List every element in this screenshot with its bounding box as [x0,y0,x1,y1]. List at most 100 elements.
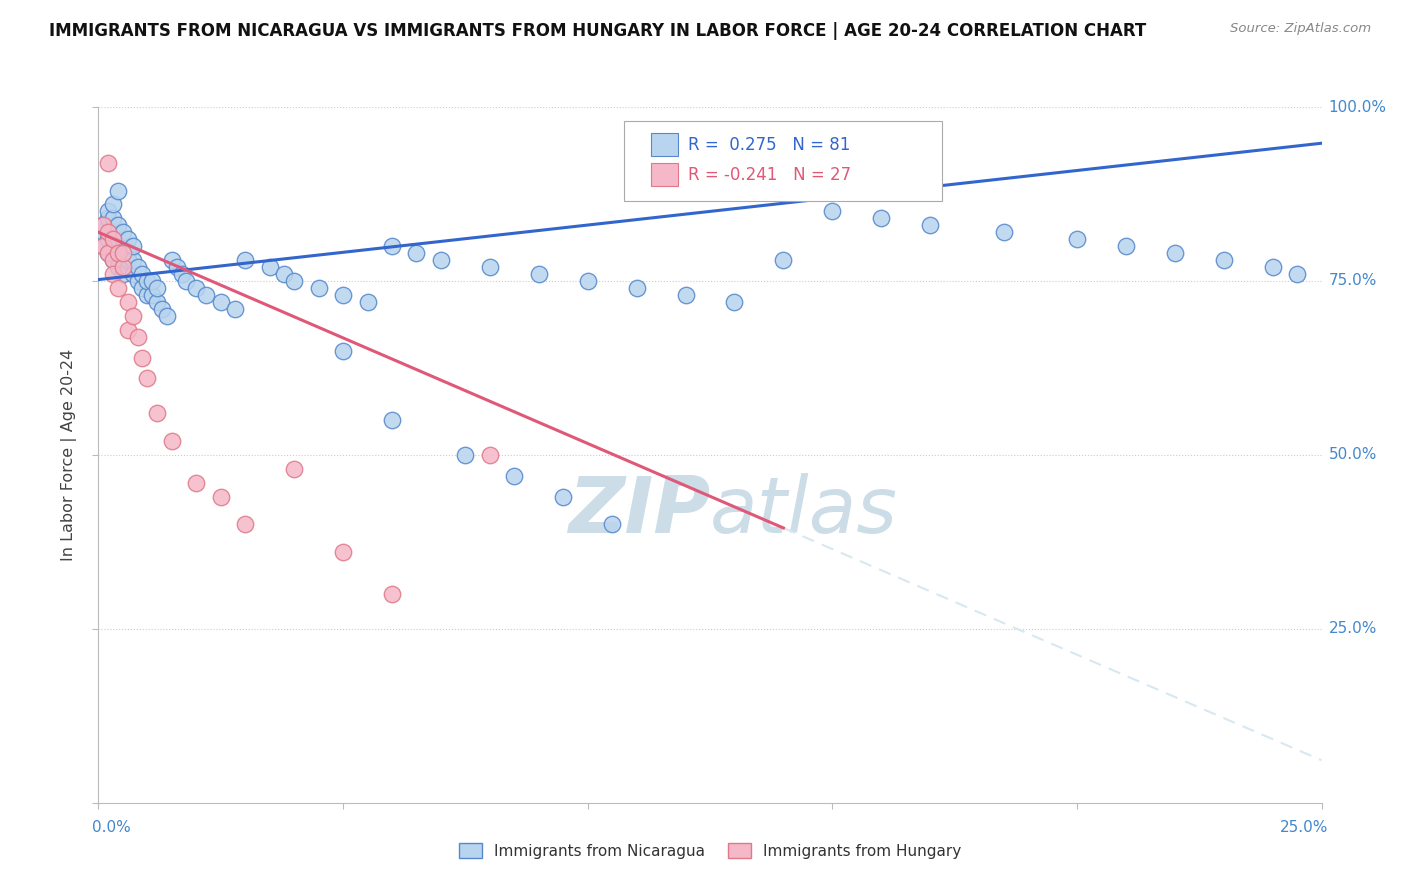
Point [209,294,232,309]
Point [675,288,697,302]
Point [1164,246,1187,260]
Point [430,253,453,268]
Point [107,184,129,198]
Point [91,219,114,233]
Point [308,281,330,295]
Text: atlas: atlas [710,473,898,549]
Point [478,260,501,274]
FancyBboxPatch shape [651,163,678,186]
Point [97,211,120,226]
Point [111,225,134,239]
Point [1066,232,1088,246]
Point [91,239,114,253]
Point [920,219,942,233]
Point [97,155,120,169]
Text: R = -0.241   N = 27: R = -0.241 N = 27 [688,166,851,184]
Point [381,413,404,427]
Point [553,490,575,504]
Point [111,260,134,274]
Point [478,448,501,462]
Point [332,343,354,358]
Point [97,204,120,219]
Point [107,260,129,274]
Text: Source: ZipAtlas.com: Source: ZipAtlas.com [1230,22,1371,36]
FancyBboxPatch shape [651,134,678,156]
Point [283,462,305,476]
Point [107,232,129,246]
Point [101,239,124,253]
Point [870,211,893,226]
Point [131,267,153,281]
Point [121,309,143,323]
Point [101,225,124,239]
Text: 75.0%: 75.0% [1329,274,1376,288]
Point [121,267,143,281]
Point [146,294,169,309]
Point [259,260,281,274]
Point [332,545,354,559]
Point [381,239,404,253]
Point [233,253,256,268]
Point [101,197,124,211]
Point [1261,260,1284,274]
Point [117,232,139,246]
Point [111,267,134,281]
Point [146,281,169,295]
Point [97,225,120,239]
Point [600,517,623,532]
Point [273,267,295,281]
Point [356,294,378,309]
Point [97,232,120,246]
Point [97,246,120,260]
Point [186,281,208,295]
Point [101,232,124,246]
Point [121,239,143,253]
Point [141,288,163,302]
Point [97,246,120,260]
Point [101,211,124,226]
Point [166,260,188,274]
Point [117,246,139,260]
Point [186,475,208,490]
Point [131,351,153,365]
Point [772,253,794,268]
Point [117,260,139,274]
Point [160,434,183,448]
Y-axis label: In Labor Force | Age 20-24: In Labor Force | Age 20-24 [60,349,77,561]
Point [723,294,745,309]
Point [233,517,256,532]
Point [150,301,173,316]
Point [101,267,124,281]
Point [527,267,550,281]
Point [1115,239,1137,253]
Point [170,267,193,281]
Point [91,219,114,233]
Point [136,274,159,288]
Point [111,253,134,268]
Point [101,253,124,268]
Point [127,260,149,274]
Point [91,225,114,239]
Point [195,288,218,302]
Point [146,406,169,420]
Point [111,246,134,260]
Point [224,301,246,316]
Point [117,253,139,268]
Legend: Immigrants from Nicaragua, Immigrants from Hungary: Immigrants from Nicaragua, Immigrants fr… [453,837,967,864]
Text: 0.0%: 0.0% [93,821,131,835]
Text: IMMIGRANTS FROM NICARAGUA VS IMMIGRANTS FROM HUNGARY IN LABOR FORCE | AGE 20-24 : IMMIGRANTS FROM NICARAGUA VS IMMIGRANTS … [49,22,1146,40]
Point [332,288,354,302]
Point [127,329,149,343]
Point [111,239,134,253]
Text: 25.0%: 25.0% [1329,622,1376,636]
Point [101,253,124,268]
Point [136,288,159,302]
Point [107,246,129,260]
Point [127,274,149,288]
Point [454,448,477,462]
FancyBboxPatch shape [624,121,942,201]
Point [107,281,129,295]
Point [117,323,139,337]
Point [107,246,129,260]
Point [1212,253,1234,268]
